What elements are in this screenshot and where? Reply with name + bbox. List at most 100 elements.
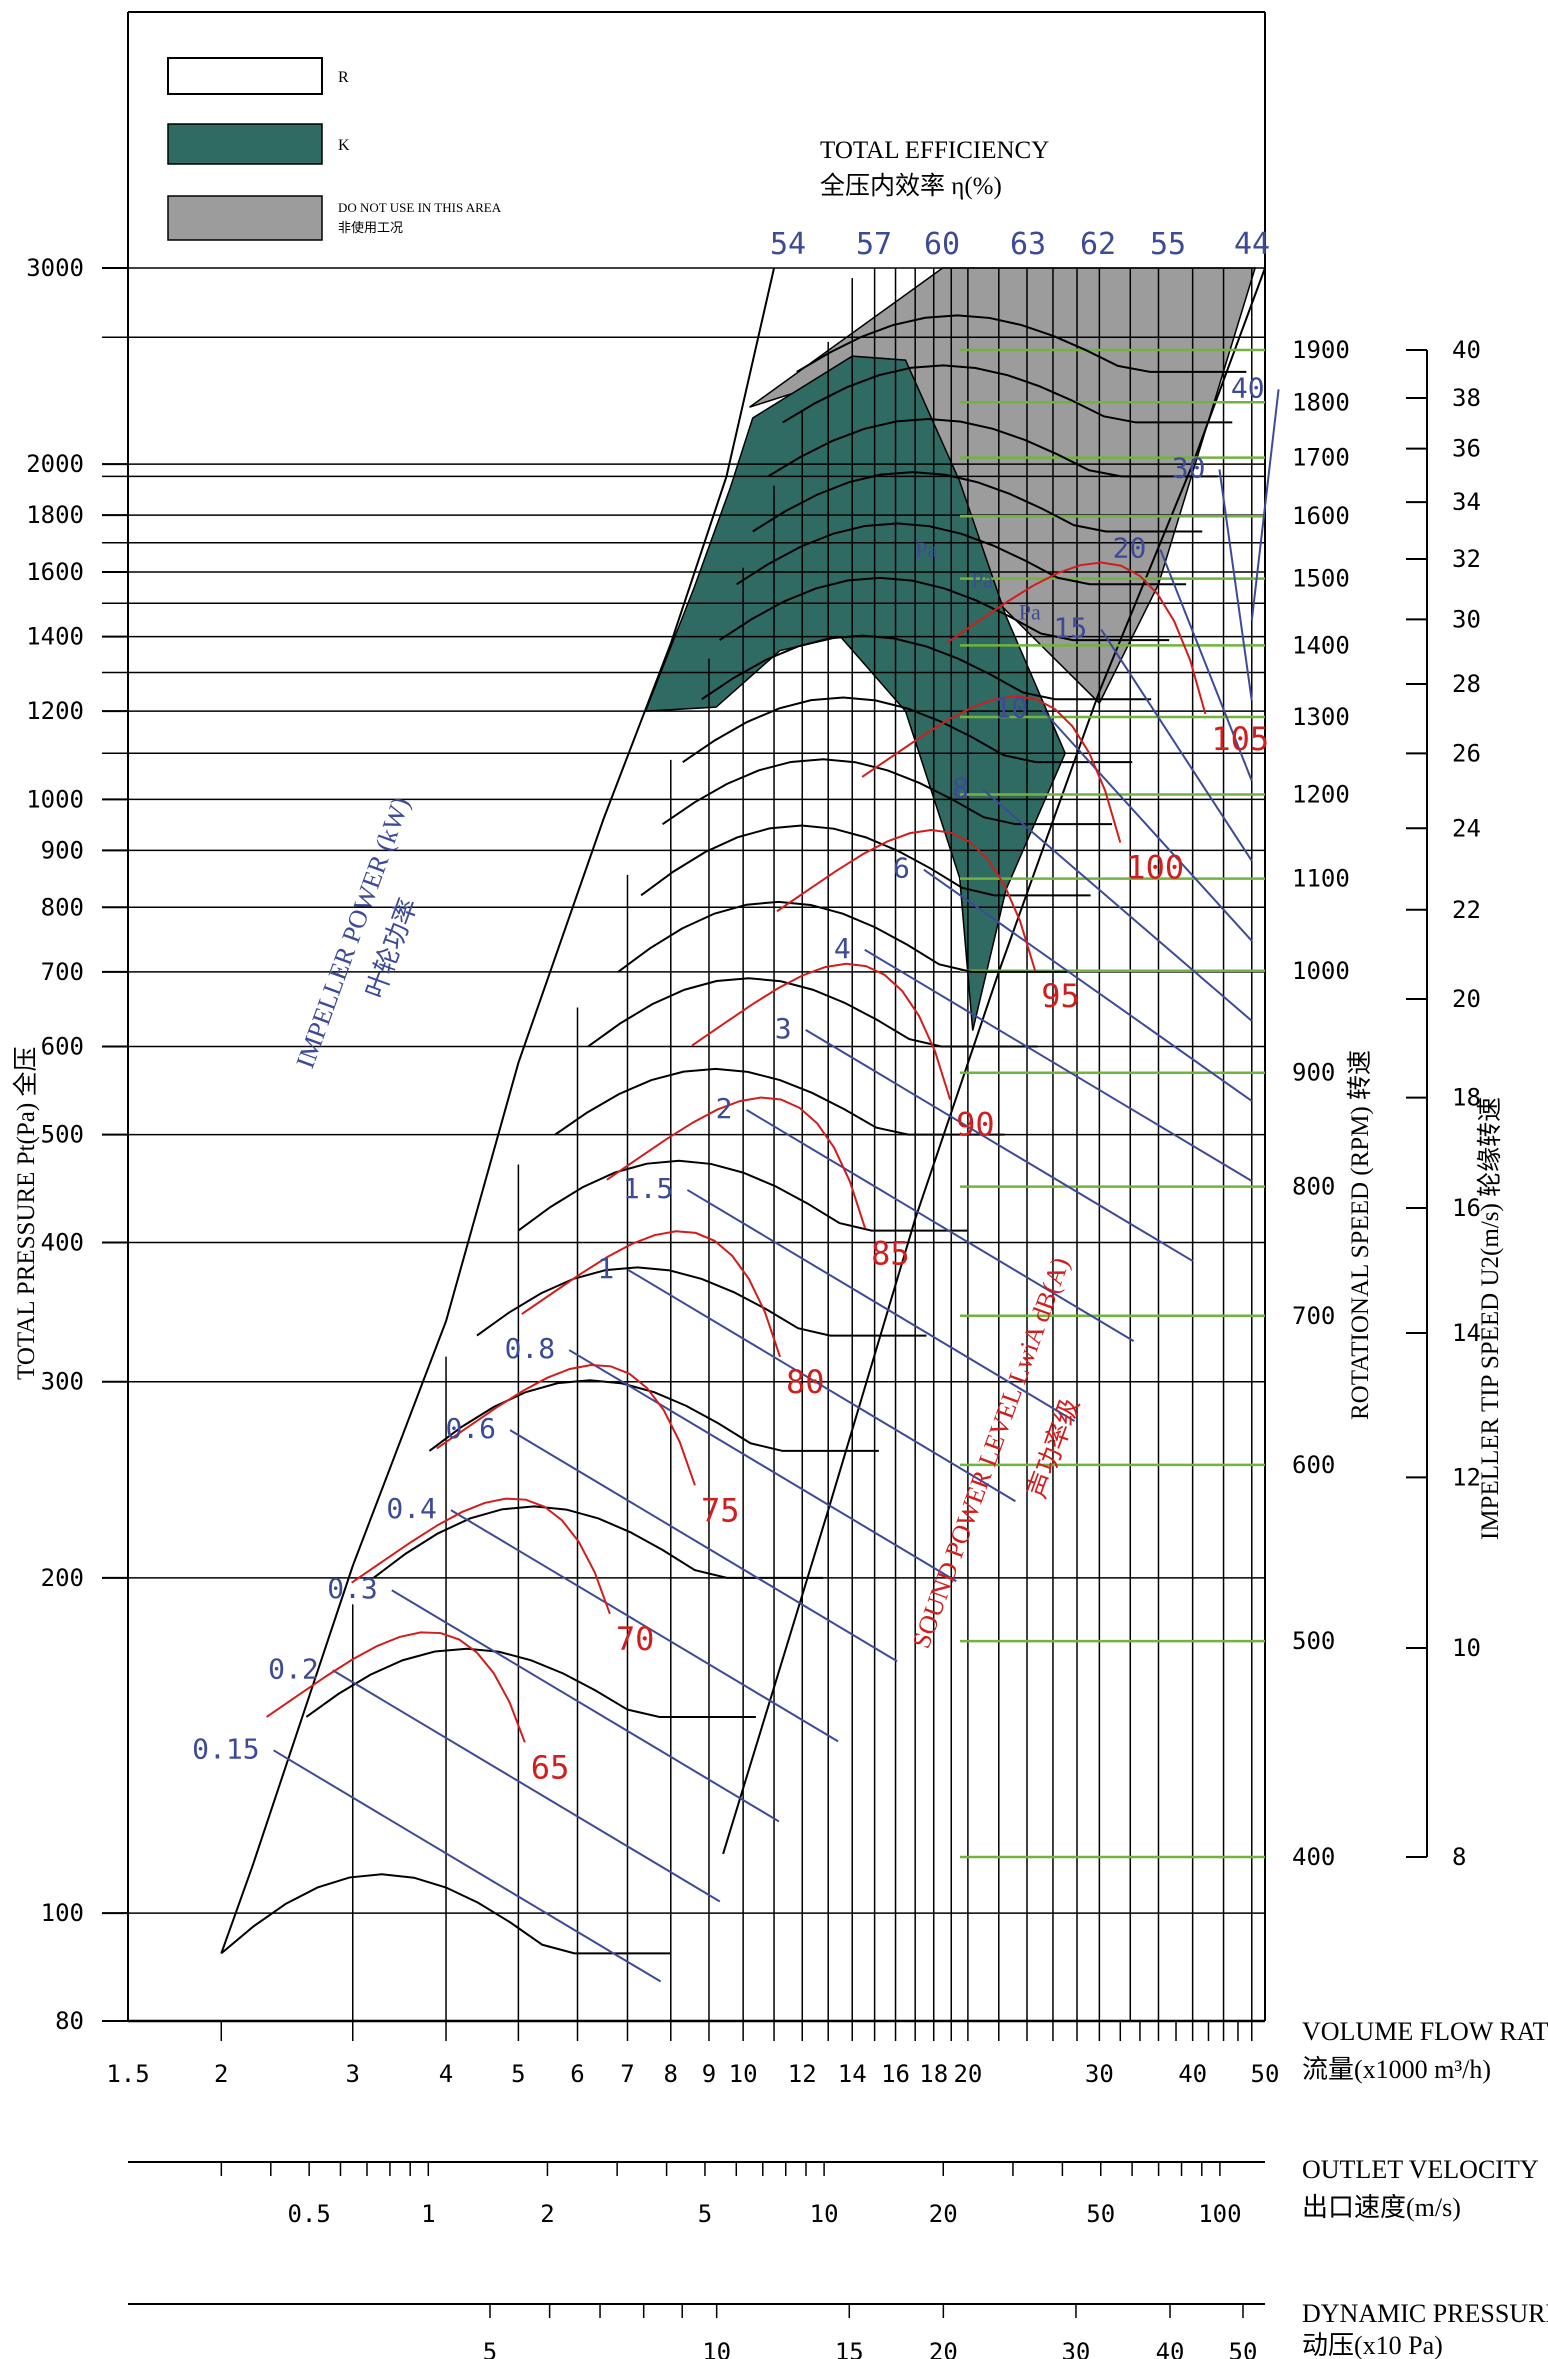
sound-curve [606, 1096, 867, 1229]
power-inline-label: Pa [971, 567, 993, 592]
sound-curve [351, 1497, 611, 1615]
power-value-label: 0.15 [192, 1732, 259, 1765]
y-tick-label: 100 [41, 1899, 84, 1927]
sound-curve [521, 1230, 781, 1358]
x-tick-label: 30 [1085, 2060, 1114, 2088]
dynamic-tick-label: 40 [1156, 2338, 1185, 2359]
rpm-curve [554, 1067, 1005, 1136]
power-value-label: 40 [1231, 371, 1265, 404]
tip-tick-label: 32 [1452, 545, 1481, 573]
velocity-tick-label: 5 [698, 2200, 712, 2228]
rpm-curve [305, 1647, 756, 1718]
tip-tick-label: 22 [1452, 896, 1481, 924]
velocity-tick-label: 100 [1198, 2200, 1241, 2228]
tip-tick-label: 28 [1452, 670, 1481, 698]
rpm-curve [701, 634, 1152, 701]
characteristic-curves [220, 314, 1280, 1983]
tip-tick-label: 10 [1452, 1634, 1481, 1662]
power-line [568, 1349, 957, 1583]
rpm-curve [796, 314, 1247, 373]
velocity-tick-label: 0.5 [287, 2200, 330, 2228]
tip-tick-label: 38 [1452, 384, 1481, 412]
power-line [1100, 629, 1253, 862]
rpm-curve [640, 824, 1091, 897]
y-tick-label: 2000 [26, 450, 84, 478]
efficiency-value-label: 60 [924, 227, 960, 262]
power-value-label: 0.2 [268, 1652, 319, 1685]
x-tick-label: 6 [570, 2060, 584, 2088]
rpm-curve [752, 471, 1203, 533]
power-line [509, 1429, 898, 1663]
sound-value-label: 85 [871, 1234, 910, 1272]
power-line [805, 1028, 1194, 1262]
efficiency-value-label: 63 [1010, 227, 1046, 262]
efficiency-value-label: 44 [1234, 227, 1270, 262]
tip-tick-label: 40 [1452, 336, 1481, 364]
power-value-label: 0.4 [386, 1492, 437, 1525]
rpm-curve [220, 1873, 671, 1955]
y-tick-label: 900 [41, 836, 84, 864]
rpm-curve [782, 364, 1233, 424]
rpm-tick-label: 1400 [1292, 631, 1350, 659]
sound-curve [946, 561, 1207, 715]
y-tick-label: 600 [41, 1032, 84, 1060]
dynamic-tick-label: 50 [1229, 2338, 1258, 2359]
legend-label-forbidden: DO NOT USE IN THIS AREA [338, 200, 502, 215]
dynamic-tick-label: 15 [835, 2338, 864, 2359]
rpm-tick-label: 500 [1292, 1627, 1335, 1655]
tip-tick-label: 20 [1452, 985, 1481, 1013]
sound-curve [436, 1363, 696, 1486]
x-tick-label: 8 [664, 2060, 678, 2088]
tip-tick-label: 30 [1452, 605, 1481, 633]
dynamic-tick-label: 30 [1061, 2338, 1090, 2359]
legend-label-k: K [338, 137, 350, 154]
rpm-curve [719, 576, 1170, 642]
x-tick-label: 7 [620, 2060, 634, 2088]
rpm-tick-label: 1600 [1292, 502, 1350, 530]
forbidden-area [749, 267, 1257, 705]
rpm-tick-label: 1000 [1292, 957, 1350, 985]
y-tick-label: 1200 [26, 697, 84, 725]
power-inline-label: Pa [1019, 600, 1041, 625]
y-tick-label: 80 [55, 2007, 84, 2035]
efficiency-value-label: 62 [1080, 227, 1116, 262]
efficiency-title-cn: 全压内效率 η(%) [820, 172, 1002, 200]
power-value-label: 0.8 [505, 1332, 556, 1365]
efficiency-value-label: 57 [856, 227, 892, 262]
y-tick-label: 1600 [26, 558, 84, 586]
y-tick-label: 300 [41, 1368, 84, 1396]
power-line [1041, 708, 1253, 942]
sound-curve [266, 1631, 526, 1743]
power-value-label: 0.3 [327, 1572, 378, 1605]
flow-axis-title-cn: 流量(x1000 m³/h) [1302, 2055, 1491, 2084]
y-axis-title: TOTAL PRESSURE Pt(Pa) 全压 [12, 1047, 40, 1380]
y-tick-label: 1000 [26, 785, 84, 813]
y-tick-label: 700 [41, 958, 84, 986]
power-line [923, 868, 1253, 1102]
sound-value-label: 70 [616, 1620, 655, 1658]
rpm-axis-title: ROTATIONAL SPEED (RPM) 转速 [1346, 1050, 1374, 1420]
dynamic-tick-label: 5 [483, 2338, 497, 2359]
x-tick-label: 1.5 [106, 2060, 149, 2088]
power-line [1159, 549, 1253, 782]
tip-tick-label: 34 [1452, 488, 1481, 516]
flow-axis-title: VOLUME FLOW RATE [1302, 2017, 1548, 2046]
power-line [450, 1509, 839, 1743]
power-value-label: 8 [952, 772, 969, 805]
velocity-tick-label: 50 [1086, 2200, 1115, 2228]
power-value-label: 2 [716, 1092, 733, 1125]
power-inline-label: Pa [915, 537, 937, 562]
y-tick-label: 800 [41, 893, 84, 921]
power-value-label: 10 [994, 692, 1028, 725]
efficiency-value-label: 54 [770, 227, 806, 262]
chart-labels: 3000200018001600140012001000900800700600… [26, 227, 1481, 2359]
velocity-tick-label: 20 [929, 2200, 958, 2228]
x-tick-label: 14 [838, 2060, 867, 2088]
rpm-tick-label: 1900 [1292, 336, 1350, 364]
power-line [1250, 389, 1280, 621]
rpm-curve [373, 1505, 824, 1579]
y-tick-label: 1400 [26, 623, 84, 651]
sound-value-label: 95 [1041, 977, 1080, 1015]
x-tick-label: 2 [214, 2060, 228, 2088]
rpm-tick-label: 600 [1292, 1451, 1335, 1479]
